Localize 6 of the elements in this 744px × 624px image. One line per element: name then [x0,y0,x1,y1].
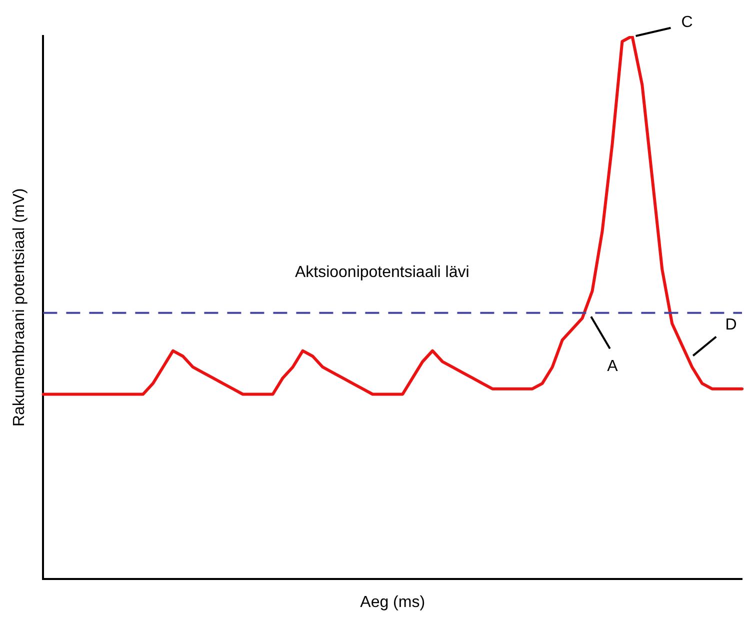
y-axis-title: Rakumembraani potentsiaal (mV) [11,188,28,427]
ref-line-label: Aktsioonipotentsiaali lävi [294,264,470,282]
annotation: A [607,358,618,375]
text: C [681,14,693,32]
x-axis-title: Aeg (ms) [360,594,426,611]
annotation: D [725,316,737,334]
